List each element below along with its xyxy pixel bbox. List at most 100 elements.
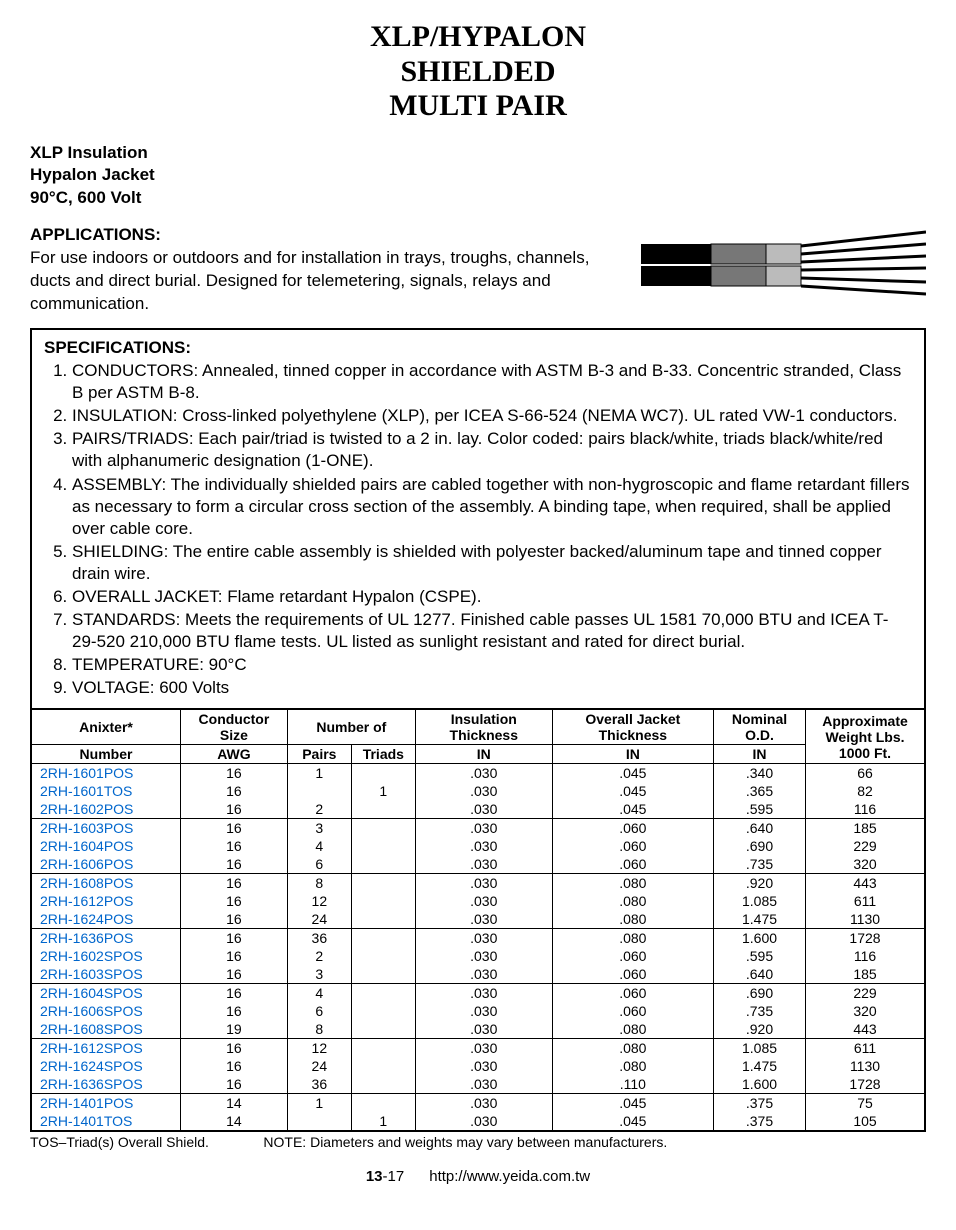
cell-ins: .030 — [415, 800, 552, 819]
footer-url: http://www.yeida.com.tw — [429, 1168, 590, 1185]
spec-item: ASSEMBLY: The individually shielded pair… — [72, 474, 912, 540]
cell-awg: 14 — [181, 1112, 288, 1131]
footnote-right: NOTE: Diameters and weights may vary bet… — [263, 1134, 667, 1150]
cell-jkt: .060 — [552, 1002, 713, 1020]
cell-triads — [351, 819, 415, 838]
cell-od: 1.600 — [714, 929, 806, 948]
cell-pn: 2RH-1608SPOS — [31, 1020, 181, 1039]
cell-od: .340 — [714, 764, 806, 783]
footnote-left: TOS–Triad(s) Overall Shield. — [30, 1134, 209, 1150]
cell-ins: .030 — [415, 910, 552, 929]
cell-wt: 320 — [806, 1002, 926, 1020]
cell-wt: 75 — [806, 1094, 926, 1113]
cell-pairs: 3 — [287, 819, 351, 838]
cell-awg: 16 — [181, 855, 288, 874]
cell-awg: 16 — [181, 800, 288, 819]
cell-ins: .030 — [415, 1112, 552, 1131]
cell-wt: 1130 — [806, 910, 926, 929]
cell-ins: .030 — [415, 1075, 552, 1094]
cell-od: .595 — [714, 800, 806, 819]
cell-awg: 16 — [181, 819, 288, 838]
cell-jkt: .045 — [552, 764, 713, 783]
cell-jkt: .045 — [552, 782, 713, 800]
specifications-box: SPECIFICATIONS: CONDUCTORS: Annealed, ti… — [30, 328, 926, 710]
cell-ins: .030 — [415, 782, 552, 800]
cell-triads — [351, 764, 415, 783]
cell-wt: 320 — [806, 855, 926, 874]
cell-pairs: 6 — [287, 1002, 351, 1020]
hdr-insulation-thickness: Insulation Thickness — [415, 709, 552, 745]
table-row: 2RH-1612POS1612.030.0801.085611 — [31, 892, 925, 910]
cell-pairs: 2 — [287, 800, 351, 819]
cell-ins: .030 — [415, 1094, 552, 1113]
cell-jkt: .045 — [552, 1094, 713, 1113]
cell-od: .365 — [714, 782, 806, 800]
cell-od: .690 — [714, 837, 806, 855]
cell-od: 1.085 — [714, 892, 806, 910]
cell-od: 1.600 — [714, 1075, 806, 1094]
specifications-list: CONDUCTORS: Annealed, tinned copper in a… — [44, 360, 912, 699]
table-row: 2RH-1601TOS161.030.045.36582 — [31, 782, 925, 800]
cell-triads: 1 — [351, 782, 415, 800]
table-footnote: TOS–Triad(s) Overall Shield. NOTE: Diame… — [30, 1134, 926, 1150]
spec-item: PAIRS/TRIADS: Each pair/triad is twisted… — [72, 428, 912, 472]
hdr-number-of: Number of — [287, 709, 415, 745]
cell-jkt: .060 — [552, 837, 713, 855]
cell-awg: 16 — [181, 929, 288, 948]
cell-wt: 611 — [806, 892, 926, 910]
cell-jkt: .080 — [552, 1020, 713, 1039]
cell-pairs: 4 — [287, 837, 351, 855]
page-number-rest: -17 — [383, 1168, 405, 1185]
table-row: 2RH-1603SPOS163.030.060.640185 — [31, 965, 925, 984]
cell-pn: 2RH-1606SPOS — [31, 1002, 181, 1020]
cell-ins: .030 — [415, 984, 552, 1003]
table-row: 2RH-1606SPOS166.030.060.735320 — [31, 1002, 925, 1020]
hdr-number: Number — [31, 745, 181, 764]
table-row: 2RH-1624SPOS1624.030.0801.4751130 — [31, 1057, 925, 1075]
cell-wt: 611 — [806, 1039, 926, 1058]
cell-pairs: 12 — [287, 1039, 351, 1058]
cell-triads — [351, 837, 415, 855]
cell-wt: 1728 — [806, 1075, 926, 1094]
spec-item: SHIELDING: The entire cable assembly is … — [72, 541, 912, 585]
cell-pn: 2RH-1604SPOS — [31, 984, 181, 1003]
cell-pn: 2RH-1612SPOS — [31, 1039, 181, 1058]
spec-item: STANDARDS: Meets the requirements of UL … — [72, 609, 912, 653]
table-row: 2RH-1603POS163.030.060.640185 — [31, 819, 925, 838]
cell-pairs: 3 — [287, 965, 351, 984]
cell-wt: 443 — [806, 1020, 926, 1039]
cell-wt: 116 — [806, 800, 926, 819]
cell-awg: 19 — [181, 1020, 288, 1039]
spec-item: VOLTAGE: 600 Volts — [72, 677, 912, 699]
cell-od: .375 — [714, 1094, 806, 1113]
table-row: 2RH-1604SPOS164.030.060.690229 — [31, 984, 925, 1003]
cell-pairs: 8 — [287, 1020, 351, 1039]
table-row: 2RH-1636POS1636.030.0801.6001728 — [31, 929, 925, 948]
cell-od: .920 — [714, 1020, 806, 1039]
cell-od: 1.475 — [714, 910, 806, 929]
cell-triads — [351, 874, 415, 893]
cell-awg: 16 — [181, 1075, 288, 1094]
cell-ins: .030 — [415, 874, 552, 893]
cell-jkt: .045 — [552, 800, 713, 819]
title-line3: MULTI PAIR — [30, 89, 926, 124]
subhead-line1: XLP Insulation — [30, 142, 926, 165]
cell-ins: .030 — [415, 1057, 552, 1075]
cell-ins: .030 — [415, 1002, 552, 1020]
cell-ins: .030 — [415, 892, 552, 910]
cell-pairs: 1 — [287, 764, 351, 783]
cell-ins: .030 — [415, 965, 552, 984]
cell-pairs: 24 — [287, 910, 351, 929]
cell-pairs: 36 — [287, 1075, 351, 1094]
cell-pairs: 1 — [287, 1094, 351, 1113]
table-row: 2RH-1606POS166.030.060.735320 — [31, 855, 925, 874]
cell-pairs: 8 — [287, 874, 351, 893]
cell-ins: .030 — [415, 764, 552, 783]
cell-triads — [351, 1075, 415, 1094]
cell-ins: .030 — [415, 1020, 552, 1039]
cell-pn: 2RH-1608POS — [31, 874, 181, 893]
cell-jkt: .060 — [552, 855, 713, 874]
title-line2: SHIELDED — [30, 55, 926, 90]
cell-triads — [351, 1002, 415, 1020]
applications-block: APPLICATIONS: For use indoors or outdoor… — [30, 224, 621, 316]
